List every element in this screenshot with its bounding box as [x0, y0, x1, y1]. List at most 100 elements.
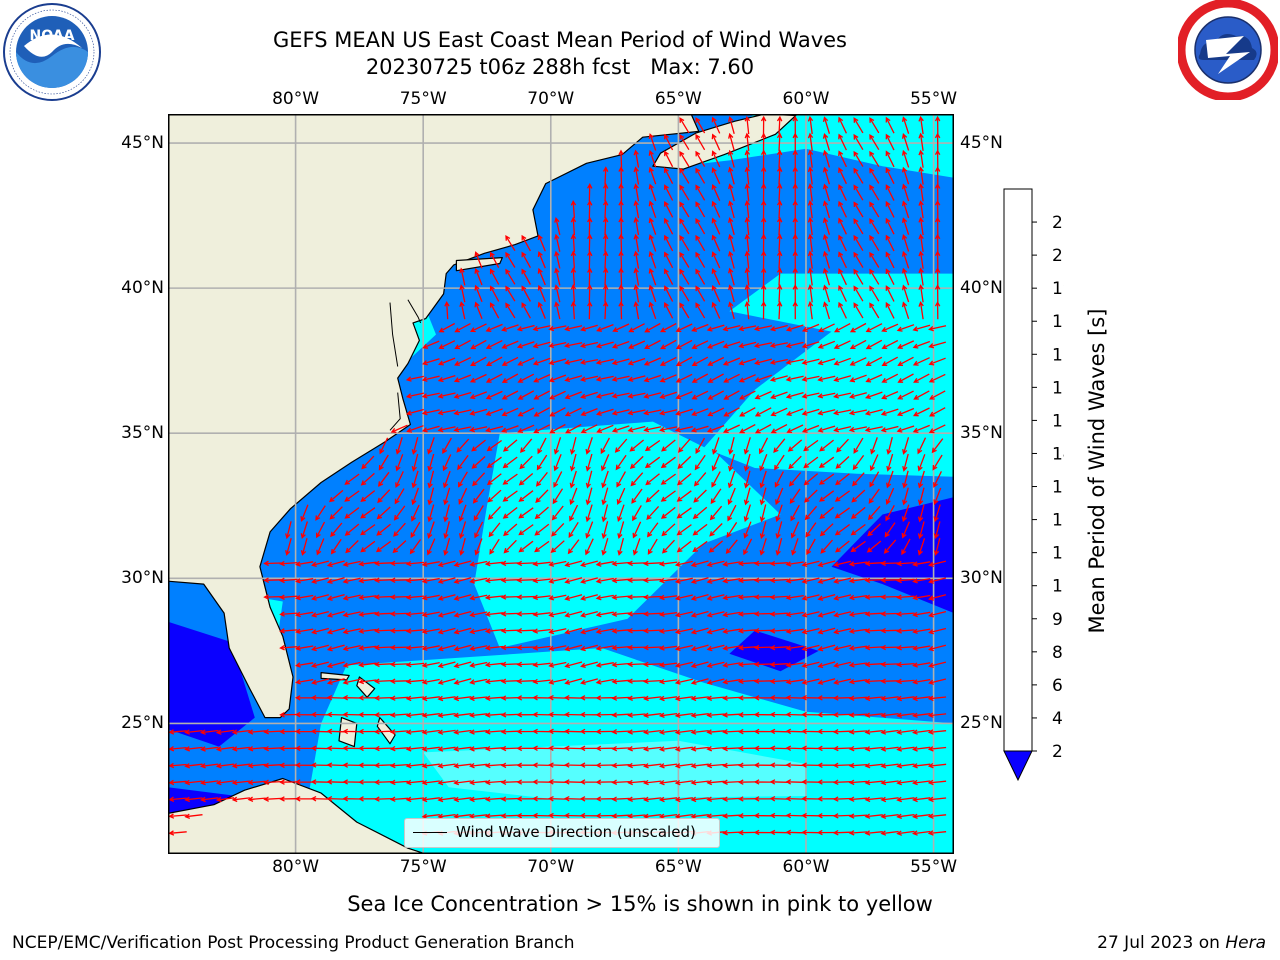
direction-arrow [629, 439, 645, 452]
direction-arrow [917, 521, 925, 540]
direction-arrow [633, 267, 640, 286]
direction-arrow [658, 561, 678, 567]
direction-arrow [532, 577, 551, 584]
direction-arrow [850, 523, 866, 536]
direction-arrow [739, 407, 756, 417]
direction-arrow [927, 762, 947, 769]
direction-arrow [587, 300, 593, 320]
direction-arrow [627, 409, 646, 416]
direction-arrow [405, 628, 425, 634]
colorbar-label: 18 [1052, 312, 1064, 332]
direction-arrow [616, 487, 626, 505]
direction-arrow [295, 577, 314, 584]
direction-arrow [643, 678, 662, 684]
direction-arrow [409, 539, 422, 555]
direction-arrow [247, 796, 266, 802]
direction-arrow [880, 560, 899, 567]
direction-arrow [579, 762, 599, 768]
direction-arrow [738, 357, 757, 366]
direction-arrow [885, 487, 895, 505]
direction-arrow [675, 323, 693, 333]
direction-arrow [570, 300, 577, 320]
direction-arrow [500, 611, 520, 617]
direction-arrow [484, 611, 504, 617]
direction-arrow [548, 358, 567, 366]
direction-arrow [534, 506, 549, 520]
direction-arrow [360, 507, 376, 519]
direction-arrow [611, 661, 630, 668]
direction-arrow [389, 678, 409, 684]
land-polygon [455, 257, 503, 272]
direction-arrow [533, 424, 550, 434]
direction-arrow [633, 284, 640, 303]
direction-arrow [712, 437, 720, 455]
land-polygon [168, 777, 437, 854]
footer-date: 27 Jul 2023 on Hera [1097, 933, 1266, 953]
direction-arrow [912, 695, 931, 702]
direction-arrow [934, 149, 941, 168]
direction-arrow [817, 695, 836, 701]
direction-arrow [310, 796, 330, 802]
direction-arrow [848, 611, 868, 618]
direction-arrow [822, 166, 831, 185]
direction-arrow [279, 560, 298, 567]
direction-arrow [737, 745, 757, 752]
direction-arrow [553, 437, 562, 455]
direction-arrow [421, 425, 440, 433]
wind-wave-direction-arrows [168, 115, 947, 836]
direction-arrow [902, 453, 909, 472]
direction-arrow [660, 456, 676, 469]
direction-arrow [595, 358, 614, 365]
direction-arrow [838, 184, 847, 201]
direction-arrow [310, 745, 330, 751]
direction-arrow [675, 408, 693, 416]
direction-arrow [744, 166, 751, 185]
direction-arrow [618, 250, 624, 269]
direction-arrow [484, 762, 504, 769]
direction-arrow [896, 763, 915, 769]
direction-arrow [834, 507, 850, 519]
direction-arrow [695, 437, 706, 454]
direction-arrow [711, 183, 721, 201]
direction-arrow [411, 470, 419, 489]
direction-arrow [360, 490, 376, 503]
direction-arrow [342, 711, 361, 718]
direction-arrow [737, 628, 757, 634]
direction-arrow [833, 611, 852, 618]
direction-arrow [817, 661, 836, 669]
direction-arrow [633, 149, 640, 168]
direction-arrow [564, 577, 583, 584]
direction-arrow [691, 340, 709, 349]
direction-arrow [864, 611, 883, 617]
direction-arrow [535, 489, 549, 503]
direction-arrow [579, 341, 599, 349]
direction-arrow [263, 577, 282, 583]
direction-arrow [611, 594, 630, 600]
direction-arrow [912, 662, 931, 668]
direction-arrow [658, 763, 678, 769]
direction-arrow [643, 577, 662, 583]
direction-arrow [247, 762, 266, 769]
direction-arrow [548, 762, 567, 768]
direction-arrow [600, 437, 610, 455]
direction-arrow [695, 302, 706, 319]
direction-arrow [788, 455, 802, 470]
direction-arrow [474, 521, 484, 539]
direction-arrow [310, 779, 330, 785]
direction-arrow [374, 796, 393, 802]
direction-arrow [728, 183, 735, 202]
direction-arrow [753, 711, 773, 718]
direction-arrow [822, 200, 831, 219]
direction-arrow [660, 506, 676, 519]
direction-arrow [564, 560, 583, 568]
lon-tick-bottom: 80°W [272, 857, 320, 877]
direction-arrow [912, 594, 931, 601]
direction-arrow [818, 473, 835, 485]
direction-arrow [769, 695, 788, 701]
direction-arrow [853, 150, 864, 167]
direction-arrow [215, 746, 235, 752]
direction-arrow [694, 454, 706, 471]
lon-tick-top: 60°W [782, 89, 830, 109]
direction-arrow [627, 661, 646, 668]
map-title: GEFS MEAN US East Coast Mean Period of W… [273, 28, 847, 52]
